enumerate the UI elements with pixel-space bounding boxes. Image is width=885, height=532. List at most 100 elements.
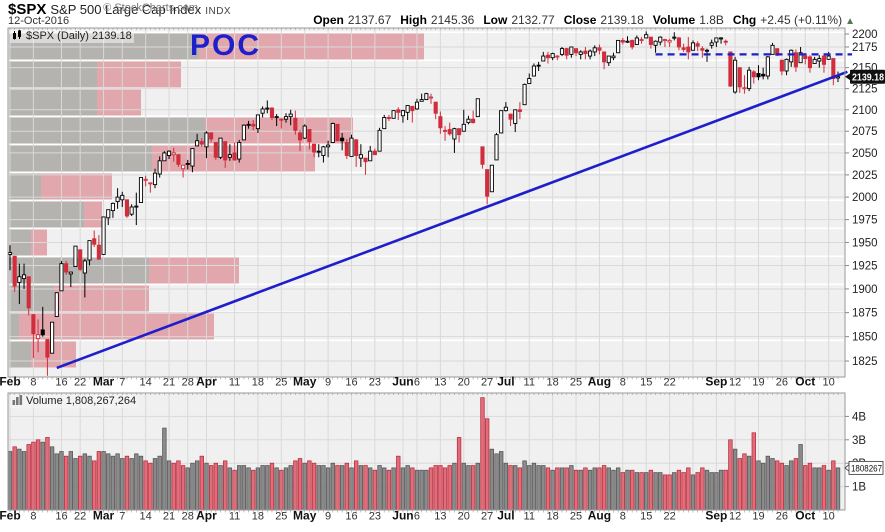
- last-volume-tag: 1808267: [844, 460, 884, 475]
- svg-text:7: 7: [119, 511, 125, 523]
- svg-text:19: 19: [752, 377, 764, 389]
- svg-text:22: 22: [663, 377, 675, 389]
- high-label: High: [400, 13, 427, 27]
- title-row: $SPX S&P 500 Large Cap Index INDX © StockC…: [8, 1, 231, 19]
- svg-text:27: 27: [481, 511, 493, 523]
- volume-pane-title: Volume 1,808,267,264: [10, 395, 139, 408]
- svg-text:15: 15: [640, 377, 652, 389]
- volume-pane-title-text: Volume 1,808,267,264: [26, 395, 137, 407]
- svg-text:21: 21: [163, 377, 175, 389]
- svg-text:27: 27: [481, 377, 493, 389]
- svg-text:2050: 2050: [852, 148, 878, 160]
- svg-text:Aug: Aug: [588, 375, 611, 389]
- low-value: 2132.77: [511, 13, 555, 27]
- svg-text:18: 18: [547, 377, 559, 389]
- svg-text:14: 14: [140, 511, 152, 523]
- svg-text:1B: 1B: [852, 482, 866, 494]
- svg-text:11: 11: [524, 511, 535, 523]
- index-name: S&P 500 Large Cap Index: [50, 2, 202, 17]
- svg-text:1900: 1900: [852, 284, 878, 296]
- pane-borders: [7, 27, 846, 513]
- svg-text:Oct: Oct: [795, 375, 815, 389]
- volume-value: 1.8B: [699, 13, 724, 27]
- svg-text:Mar: Mar: [93, 375, 115, 389]
- volume-bars-layer: [7, 397, 841, 511]
- svg-text:Aug: Aug: [588, 509, 611, 523]
- svg-text:11: 11: [229, 377, 240, 389]
- svg-text:25: 25: [275, 511, 287, 523]
- svg-text:Jul: Jul: [497, 509, 514, 523]
- svg-text:May: May: [293, 509, 317, 523]
- stockcharts-credit: © StockCharts.com: [103, 2, 199, 14]
- price-pane-title-text: $SPX (Daily) 2139.18: [26, 30, 132, 42]
- svg-text:15: 15: [640, 511, 652, 523]
- svg-text:May: May: [293, 375, 317, 389]
- header: $SPX S&P 500 Large Cap Index INDX © StockC…: [0, 0, 885, 28]
- svg-text:9: 9: [325, 377, 331, 389]
- svg-text:18: 18: [252, 377, 264, 389]
- open-value: 2137.67: [347, 13, 392, 27]
- svg-text:Feb: Feb: [0, 509, 21, 523]
- svg-text:2000: 2000: [852, 192, 878, 204]
- svg-text:28: 28: [182, 511, 194, 523]
- close-value: 2139.18: [600, 13, 644, 27]
- chg-label: Chg: [732, 13, 757, 27]
- svg-text:7: 7: [119, 377, 125, 389]
- svg-text:2100: 2100: [852, 105, 878, 117]
- svg-text:2175: 2175: [852, 42, 878, 54]
- svg-text:Feb: Feb: [0, 375, 21, 389]
- histogram-icon: [12, 395, 23, 405]
- svg-text:6: 6: [414, 511, 420, 523]
- svg-text:Sep: Sep: [705, 375, 727, 389]
- price-x-axis: Feb 8 16 22 Mar 7 14 21 28 Apr 11 18 25 May 9 16 23 Jun 6 1…: [0, 375, 835, 389]
- svg-text:Oct: Oct: [795, 509, 815, 523]
- last-price-tag-text: 2139.18: [852, 72, 884, 84]
- svg-text:12: 12: [729, 511, 741, 523]
- svg-text:21: 21: [163, 511, 175, 523]
- svg-text:Jun: Jun: [392, 509, 413, 523]
- svg-text:12: 12: [729, 377, 741, 389]
- open-label: Open: [313, 13, 344, 27]
- last-price-tag: 2139.18: [845, 69, 885, 84]
- svg-text:25: 25: [570, 511, 582, 523]
- svg-text:Jun: Jun: [392, 375, 413, 389]
- svg-text:25: 25: [570, 377, 582, 389]
- svg-text:25: 25: [275, 377, 287, 389]
- low-label: Low: [483, 13, 508, 27]
- price-pane-title: $SPX (Daily) 2139.18: [10, 30, 134, 43]
- svg-text:22: 22: [74, 511, 86, 523]
- svg-text:22: 22: [74, 377, 86, 389]
- svg-text:9: 9: [325, 511, 331, 523]
- svg-text:13: 13: [434, 511, 446, 523]
- exchange-tag: INDX: [205, 6, 232, 17]
- svg-text:1925: 1925: [852, 261, 878, 273]
- svg-text:8: 8: [30, 377, 36, 389]
- chart-date: 12-Oct-2016: [8, 15, 70, 27]
- svg-text:1875: 1875: [852, 308, 878, 320]
- svg-text:22: 22: [663, 511, 675, 523]
- up-arrow-icon: ▲: [845, 16, 855, 27]
- svg-text:8: 8: [620, 511, 626, 523]
- quote-summary: Open 2137.67 High 2145.36 Low 2132.77 Close 213…: [304, 13, 855, 27]
- symbol: $SPX: [8, 1, 47, 18]
- svg-text:1975: 1975: [852, 215, 878, 227]
- overlays-layer: [56, 53, 853, 370]
- svg-text:20: 20: [458, 377, 470, 389]
- svg-text:8: 8: [620, 377, 626, 389]
- svg-text:1825: 1825: [852, 356, 878, 368]
- svg-text:Sep: Sep: [705, 509, 727, 523]
- svg-text:19: 19: [752, 511, 764, 523]
- last-volume-tag-text: 1808267: [851, 463, 882, 474]
- volume-x-axis: Feb 8 16 22 Mar 7 14 21 28 Apr 11 18 25 May 9 16 23 Jun 6 1…: [0, 509, 835, 523]
- svg-text:13: 13: [434, 377, 446, 389]
- candles-layer: [7, 31, 841, 376]
- svg-text:10: 10: [823, 511, 835, 523]
- close-label: Close: [563, 13, 597, 27]
- svg-text:16: 16: [345, 377, 357, 389]
- svg-text:2125: 2125: [852, 84, 878, 96]
- svg-text:16: 16: [345, 511, 357, 523]
- trendline: [56, 70, 848, 370]
- svg-text:11: 11: [229, 511, 240, 523]
